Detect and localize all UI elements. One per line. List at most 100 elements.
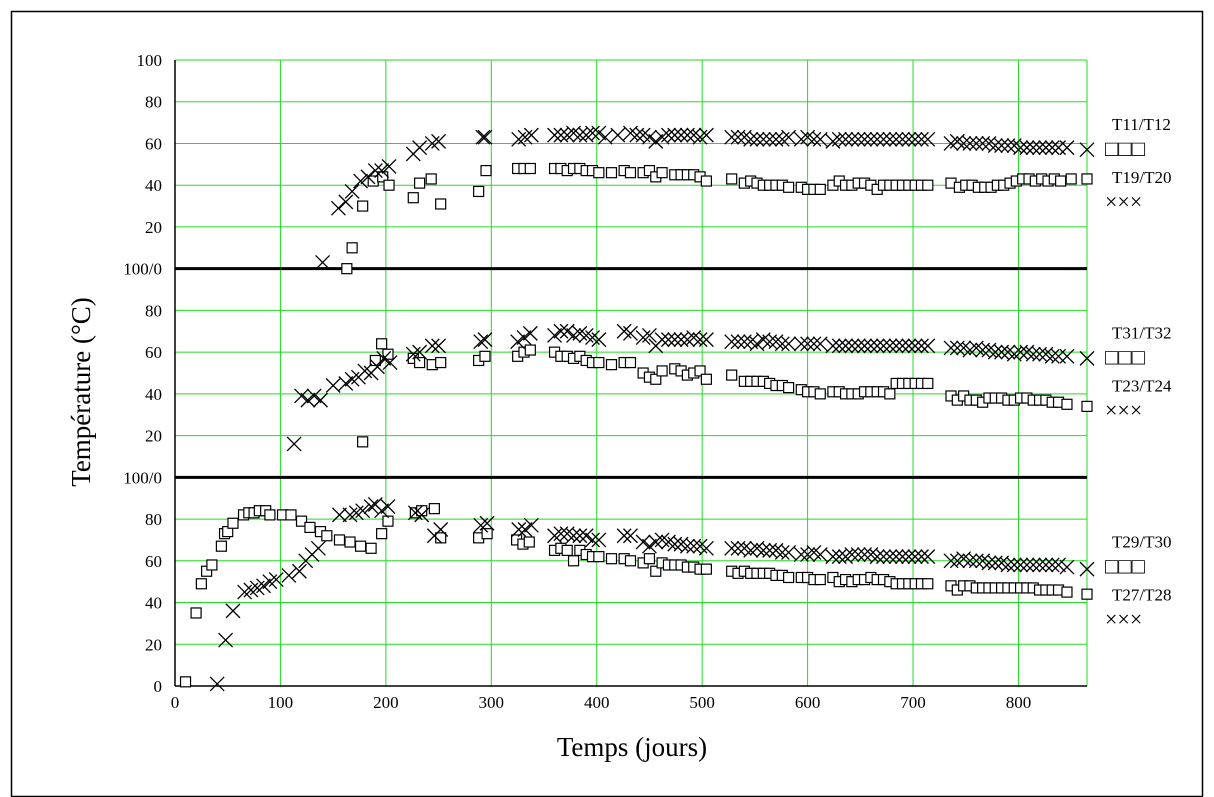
cross-marker (768, 334, 784, 350)
cross-marker (1038, 557, 1054, 573)
cross-stroke (901, 338, 917, 354)
cross-stroke (981, 136, 997, 151)
cross-stroke (724, 334, 740, 350)
square-marker (814, 573, 826, 586)
cross-marker (806, 336, 822, 352)
cross-marker (1044, 348, 1060, 364)
cross-stroke (313, 392, 328, 408)
cross-marker (895, 131, 910, 147)
cross-marker (623, 125, 638, 141)
cross-stroke (553, 323, 569, 339)
cross-stroke (949, 133, 965, 149)
cross-stroke (743, 334, 759, 350)
cross-stroke (424, 136, 440, 151)
cross-marker (768, 131, 784, 147)
cross-stroke (686, 538, 702, 554)
x-tick-label: 500 (689, 693, 715, 712)
cross-marker (914, 549, 929, 565)
cross-marker (749, 540, 765, 556)
cross-marker (869, 131, 885, 147)
cross-marker (338, 194, 354, 210)
cross-marker (692, 129, 708, 145)
cross-marker (724, 540, 740, 556)
cross-stroke (1025, 346, 1041, 362)
cross-stroke (517, 522, 533, 537)
cross-marker (648, 133, 664, 149)
square-marker (407, 192, 419, 204)
cross-stroke (559, 323, 575, 339)
cross-marker (844, 547, 860, 562)
cross-marker (812, 131, 828, 147)
cross-marker (888, 549, 904, 565)
cross-stroke (1044, 140, 1060, 156)
cross-marker (857, 338, 872, 354)
cross-stroke (591, 532, 607, 548)
cross-stroke (907, 131, 923, 147)
cross-marker (281, 567, 297, 583)
cross-marker (412, 344, 428, 360)
data-points (179, 125, 1095, 692)
cross-marker (523, 517, 539, 533)
cross-stroke (825, 338, 841, 354)
cross-stroke (635, 534, 651, 550)
cross-stroke (888, 131, 904, 147)
cross-marker (249, 580, 265, 596)
cross-stroke (920, 338, 936, 354)
cross-marker (800, 129, 816, 145)
square-marker (346, 242, 358, 254)
cross-marker (975, 553, 991, 569)
cross-marker (1013, 344, 1029, 360)
cross-marker (736, 334, 752, 350)
cross-stroke (517, 129, 533, 145)
cross-marker (882, 549, 898, 565)
cross-marker (1038, 140, 1054, 156)
cross-stroke (433, 522, 449, 537)
cross-stroke (863, 547, 879, 562)
legend-marker: □□□ (1105, 553, 1145, 578)
cross-stroke (914, 549, 929, 565)
cross-marker (895, 549, 910, 565)
square-marker (215, 540, 227, 552)
cross-marker (755, 332, 771, 348)
cross-stroke (268, 572, 284, 588)
cross-marker (473, 517, 489, 533)
square-marker (1061, 586, 1073, 598)
cross-marker (1051, 140, 1066, 156)
cross-stroke (1038, 557, 1054, 573)
cross-stroke (1000, 557, 1016, 573)
cross-marker (844, 338, 860, 354)
cross-stroke (831, 338, 847, 354)
cross-stroke (572, 127, 588, 143)
cross-marker (698, 540, 714, 556)
cross-marker (901, 549, 917, 565)
cross-stroke (559, 526, 575, 542)
cross-stroke (374, 503, 390, 519)
cross-marker (679, 538, 695, 554)
cross-stroke (616, 323, 632, 339)
cross-stroke (1044, 348, 1060, 364)
cross-stroke (774, 544, 790, 560)
cross-marker (1059, 348, 1075, 364)
cross-marker (553, 526, 569, 542)
cross-marker (730, 540, 746, 556)
cross-marker (479, 515, 495, 531)
cross-marker (781, 336, 797, 352)
cross-stroke (641, 129, 657, 145)
cross-stroke (686, 330, 702, 345)
cross-marker (831, 131, 847, 147)
cross-stroke (981, 555, 997, 571)
cross-marker (863, 547, 879, 562)
cross-marker (355, 503, 371, 519)
cross-stroke (477, 129, 493, 145)
cross-marker (943, 136, 959, 151)
cross-marker (844, 131, 860, 147)
cross-marker (635, 534, 651, 550)
y-tick-label: 100 (137, 51, 163, 70)
cross-marker (987, 344, 1003, 360)
cross-stroke (367, 163, 383, 179)
cross-marker (743, 542, 759, 558)
square-marker (264, 509, 276, 521)
cross-marker (667, 536, 683, 552)
cross-stroke (585, 532, 600, 548)
square-marker (922, 578, 934, 590)
